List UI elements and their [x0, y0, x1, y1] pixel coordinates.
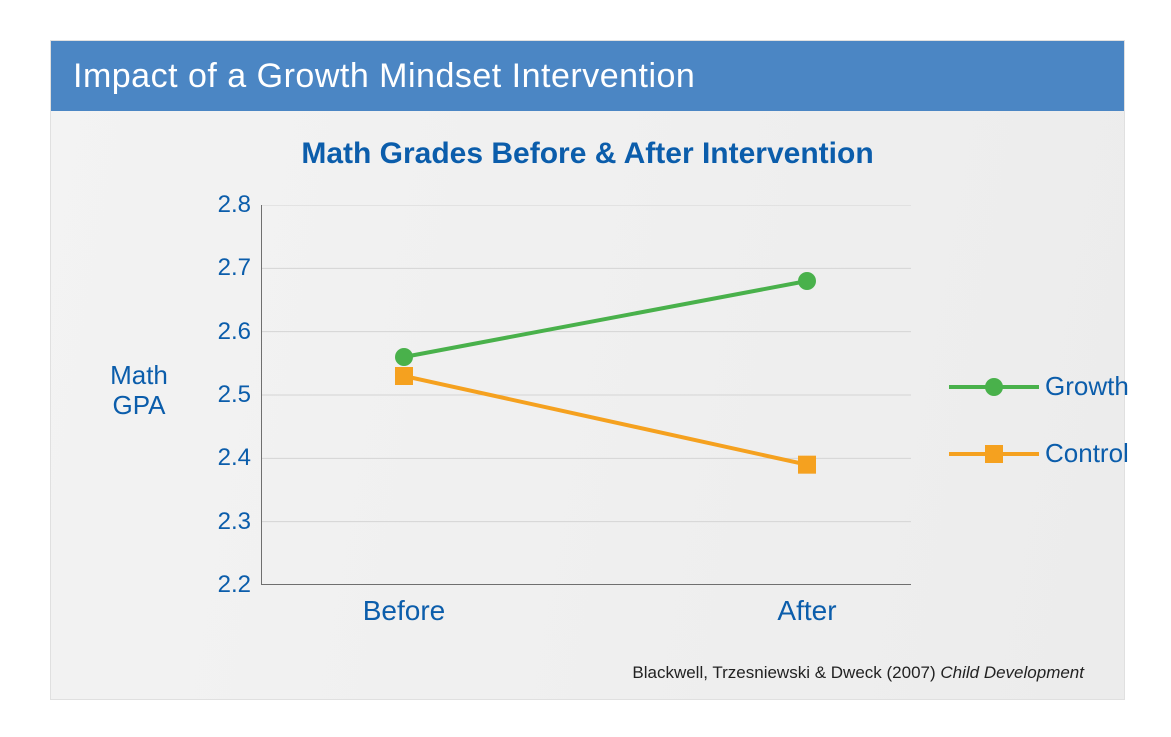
plot-svg: [261, 205, 911, 585]
legend: Growth Control: [949, 371, 1109, 505]
header-bar: Impact of a Growth Mindset Intervention: [51, 41, 1124, 111]
y-tick-label: 2.4: [191, 444, 251, 472]
chart-card: Impact of a Growth Mindset Intervention …: [50, 40, 1125, 700]
citation: Blackwell, Trzesniewski & Dweck (2007) C…: [632, 663, 1084, 683]
legend-swatch-icon: [949, 375, 1039, 399]
legend-item: Growth: [949, 371, 1109, 402]
chart-subtitle: Math Grades Before & After Intervention: [51, 137, 1124, 171]
y-axis-ticks: 2.22.32.42.52.62.72.8: [191, 205, 251, 585]
y-tick-label: 2.7: [191, 254, 251, 282]
legend-label: Control: [1045, 438, 1129, 469]
x-tick-label: After: [777, 595, 836, 627]
header-title: Impact of a Growth Mindset Intervention: [73, 57, 695, 96]
plot-area: [261, 205, 911, 585]
y-axis-label: Math GPA: [91, 361, 187, 421]
legend-item: Control: [949, 438, 1109, 469]
y-tick-label: 2.5: [191, 381, 251, 409]
y-tick-label: 2.8: [191, 191, 251, 219]
legend-label: Growth: [1045, 371, 1129, 402]
x-tick-label: Before: [363, 595, 446, 627]
chart-zone: Math GPA 2.2 2.3 2.4 2.5 2.6 2.7 2.8 Before Aft…: [51, 185, 1124, 625]
citation-journal: Child Development: [940, 663, 1084, 682]
legend-swatch-icon: [949, 442, 1039, 466]
y-tick-label: 2.2: [191, 571, 251, 599]
citation-authors: Blackwell, Trzesniewski & Dweck (2007): [632, 663, 940, 682]
y-tick-label: 2.6: [191, 318, 251, 346]
y-tick-label: 2.3: [191, 508, 251, 536]
